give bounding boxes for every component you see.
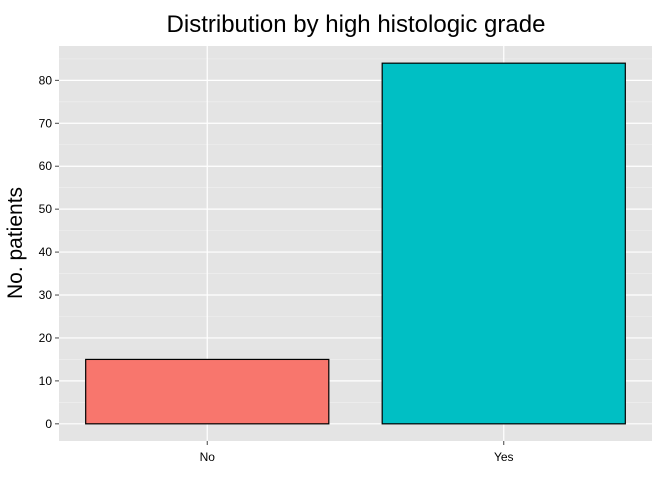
- x-tick-label: Yes: [494, 450, 514, 464]
- bar-no: [85, 358, 330, 425]
- y-tick-label: 10: [39, 374, 53, 388]
- x-tick-label: No: [200, 450, 216, 464]
- y-tick-label: 60: [39, 159, 53, 173]
- bars: [85, 62, 626, 425]
- chart-title: Distribution by high histologic grade: [167, 11, 546, 38]
- y-axis: 0 10 20 30 40 50 60 70 80: [39, 73, 59, 431]
- y-tick-label: 30: [39, 288, 53, 302]
- y-tick-label: 20: [39, 331, 53, 345]
- y-tick-label: 50: [39, 202, 53, 216]
- x-axis: No Yes: [200, 441, 514, 464]
- y-tick-label: 0: [45, 417, 52, 431]
- y-tick-label: 40: [39, 245, 53, 259]
- bar-yes: [381, 62, 626, 425]
- y-tick-label: 80: [39, 73, 53, 87]
- y-tick-label: 70: [39, 116, 53, 130]
- y-axis-title: No. patients: [4, 187, 27, 299]
